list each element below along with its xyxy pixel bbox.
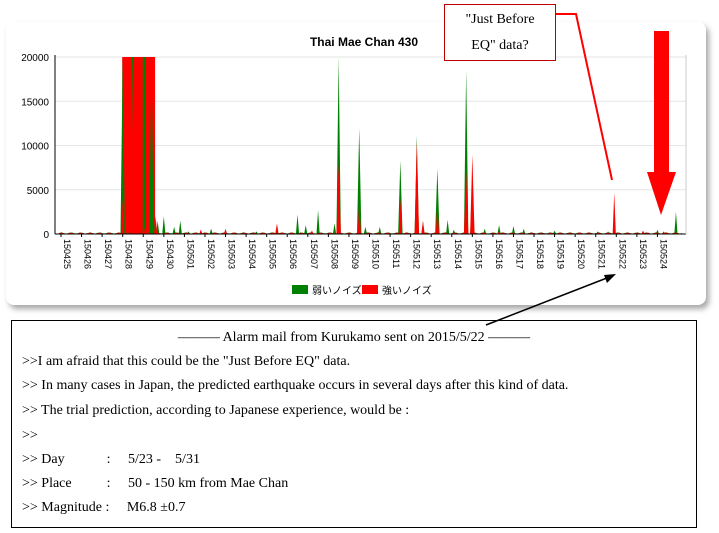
x-tick-label: 150518 — [535, 239, 545, 269]
spike-weak — [463, 70, 469, 235]
x-tick-label: 150502 — [206, 239, 216, 269]
spike-weak — [398, 160, 403, 234]
spike-weak — [172, 226, 176, 234]
y-tick-label: 5000 — [27, 186, 50, 197]
spike-strong — [336, 163, 341, 234]
chart-panel: 0 5000 10000 15000 20000 150425 150426 150427 15… — [6, 22, 706, 305]
spike-strong — [470, 154, 475, 234]
mail-line: >> In many cases in Japan, the predicted… — [22, 378, 569, 393]
spike-weak — [674, 211, 678, 234]
x-tick-label: 150524 — [658, 239, 668, 269]
spike-strong — [223, 228, 228, 234]
x-tick-label: 150505 — [268, 239, 278, 269]
spike-strong — [612, 192, 616, 234]
chart: 0 5000 10000 15000 20000 150425 150426 150427 15… — [21, 35, 687, 297]
spike-strong — [398, 198, 402, 234]
spike-strong — [130, 57, 136, 234]
spike-strong — [275, 223, 279, 234]
y-tick-label: 20000 — [21, 53, 49, 64]
mail-heading: ――― Alarm mail from Kurukamo sent on 201… — [177, 330, 531, 345]
x-tick-label: 150504 — [247, 239, 257, 269]
mail-line: >>I am afraid that this could be the "Ju… — [22, 354, 351, 369]
x-tick-label: 150429 — [144, 239, 154, 269]
spike-weak — [209, 228, 213, 234]
mail-line: >> — [22, 428, 38, 443]
mail-line: >> Day : 5/23 - 5/31 — [22, 452, 200, 467]
spike-strong — [143, 225, 147, 234]
legend: 弱いノイズ 強いノイズ — [292, 284, 432, 297]
spike-weak — [363, 226, 367, 234]
legend-label: 弱いノイズ — [312, 284, 362, 297]
chart-title: Thai Mae Chan 430 — [310, 35, 418, 49]
callout-line-1: "Just Before — [465, 12, 535, 27]
mail-line: >> Magnitude : M6.8 ±0.7 — [22, 500, 186, 515]
legend-label: 強いノイズ — [382, 284, 432, 297]
spike-strong — [435, 203, 439, 234]
spike-weak — [162, 216, 166, 234]
alarm-mail-box: ――― Alarm mail from Kurukamo sent on 201… — [11, 320, 697, 528]
y-tick-label: 10000 — [21, 142, 49, 153]
spike-strong — [199, 229, 203, 234]
x-tick-label: 150519 — [556, 239, 566, 269]
x-tick-label: 150521 — [597, 239, 607, 269]
spike-weak — [151, 216, 156, 234]
spike-weak — [178, 220, 182, 234]
x-tick-label: 150427 — [103, 239, 113, 269]
x-tick-label: 150515 — [473, 239, 483, 269]
spike-strong — [414, 141, 420, 234]
x-tick-label: 150501 — [185, 239, 195, 269]
spike-weak — [378, 226, 382, 234]
x-tick-label: 150510 — [371, 239, 381, 269]
x-tick-label: 150520 — [576, 239, 586, 269]
spike-weak — [511, 226, 516, 234]
x-tick-label: 150522 — [617, 239, 627, 269]
spike-weak — [357, 127, 362, 234]
x-tick-label: 150508 — [329, 239, 339, 269]
legend-swatch — [292, 285, 308, 294]
x-tick-label: 150425 — [62, 239, 72, 269]
x-tick-label: 150430 — [165, 239, 175, 269]
x-tick-label: 150428 — [124, 239, 134, 269]
x-tick-label: 150516 — [494, 239, 504, 269]
x-tick-label: 150507 — [309, 239, 319, 269]
x-tick-label: 150514 — [453, 239, 463, 269]
spike-weak — [295, 214, 300, 234]
spike-weak — [435, 168, 440, 234]
spike-weak — [304, 225, 308, 234]
spike-strong — [421, 220, 425, 234]
spike-weak — [316, 210, 320, 234]
x-tick-label: 150513 — [432, 239, 442, 269]
mail-line: >> Place : 50 - 150 km from Mae Chan — [22, 476, 289, 491]
spike-strong — [357, 203, 361, 234]
x-tick-label: 150426 — [83, 239, 93, 269]
legend-swatch — [362, 285, 378, 294]
y-tick-label: 0 — [43, 230, 49, 241]
x-tick-label: 150509 — [350, 239, 360, 269]
red-block-bar — [122, 57, 132, 234]
y-tick-label: 15000 — [21, 97, 49, 108]
spike-weak — [446, 219, 450, 234]
spike-strong — [154, 216, 158, 234]
x-tick-label: 150503 — [227, 239, 237, 269]
spike-weak — [149, 57, 154, 234]
just-before-eq-callout: "Just Before EQ" data? — [444, 4, 556, 61]
x-tick-label: 150512 — [412, 239, 422, 269]
x-tick-label: 150506 — [288, 239, 298, 269]
callout-line-2: EQ" data? — [471, 38, 529, 53]
spike-strong — [641, 230, 645, 234]
spike-strong — [136, 57, 142, 234]
spike-weak — [332, 223, 337, 234]
x-tick-label: 150523 — [638, 239, 648, 269]
spike-weak — [497, 225, 501, 234]
x-tick-label: 150511 — [391, 239, 401, 268]
spike-weak — [553, 230, 557, 234]
spike-strong — [463, 172, 469, 234]
spike-weak — [120, 57, 125, 234]
mail-line: >> The trial prediction, according to Ja… — [22, 403, 410, 418]
axes: 0 5000 10000 15000 20000 150425 150426 150427 15… — [21, 53, 687, 269]
spike-strong — [121, 198, 125, 234]
spike-weak — [336, 57, 341, 234]
x-tick-label: 150517 — [514, 239, 524, 269]
